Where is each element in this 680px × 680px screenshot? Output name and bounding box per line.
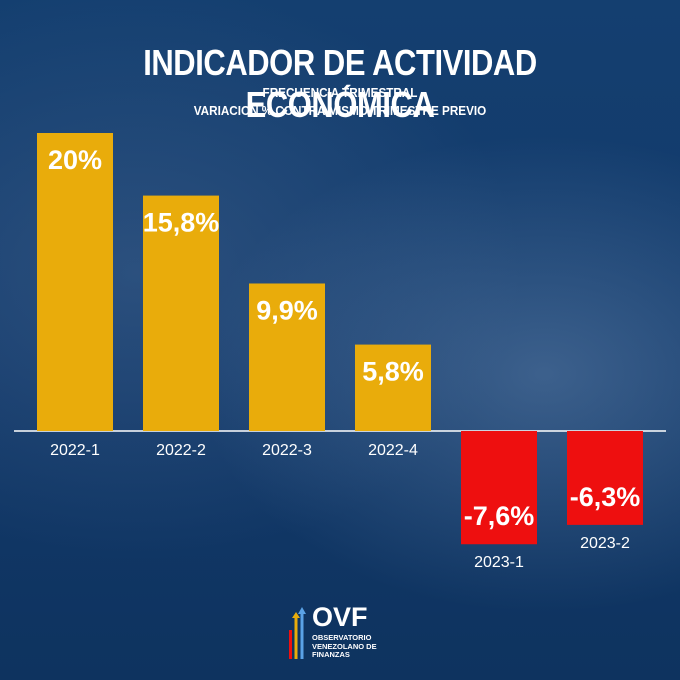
chart-subtitle-frequency: FRECUENCIA TRIMESTRAL [262, 85, 418, 100]
ovf-name-line-2: VENEZOLANO DE [312, 641, 377, 651]
category-label-2023-2: 2023-2 [580, 535, 630, 552]
data-label-2022-3: 9,9% [256, 295, 318, 325]
data-label-2022-2: 15,8% [143, 208, 220, 238]
ovf-name-line-1: OBSERVATORIO [312, 633, 372, 642]
data-label-2023-1: -7,6% [464, 501, 535, 531]
bar-2022-3 [249, 283, 325, 431]
data-label-2022-4: 5,8% [362, 357, 424, 387]
bar-2023-1 [461, 431, 537, 545]
ovf-name: OBSERVATORIO VENEZOLANO DE FINANZAS [312, 633, 377, 660]
category-label-2022-1: 2022-1 [50, 442, 100, 459]
bar-2023-2 [567, 431, 643, 525]
chart-title: INDICADOR DE ACTIVIDAD ECONÓMICA [143, 42, 537, 125]
bar-2022-1 [37, 133, 113, 431]
ovf-logo: OVF OBSERVATORIO VENEZOLANO DE FINANZAS [288, 602, 408, 660]
category-label-2022-2: 2022-2 [156, 442, 206, 459]
category-label-2023-1: 2023-1 [474, 554, 524, 571]
ovf-arrows-icon [289, 607, 306, 659]
category-label-2022-4: 2022-4 [368, 442, 418, 459]
ovf-name-line-3: FINANZAS [312, 650, 350, 659]
data-label-2023-2: -6,3% [570, 482, 641, 512]
bar-2022-2 [143, 195, 219, 431]
category-label-2022-3: 2022-3 [262, 442, 312, 459]
ovf-acronym: OVF [312, 602, 368, 632]
chart-subtitle-variation: VARIACION % CONTRA MISMO TRIMESTRE PREVI… [193, 103, 487, 118]
bar-2022-4 [355, 344, 431, 431]
data-label-2022-1: 20% [48, 145, 102, 175]
